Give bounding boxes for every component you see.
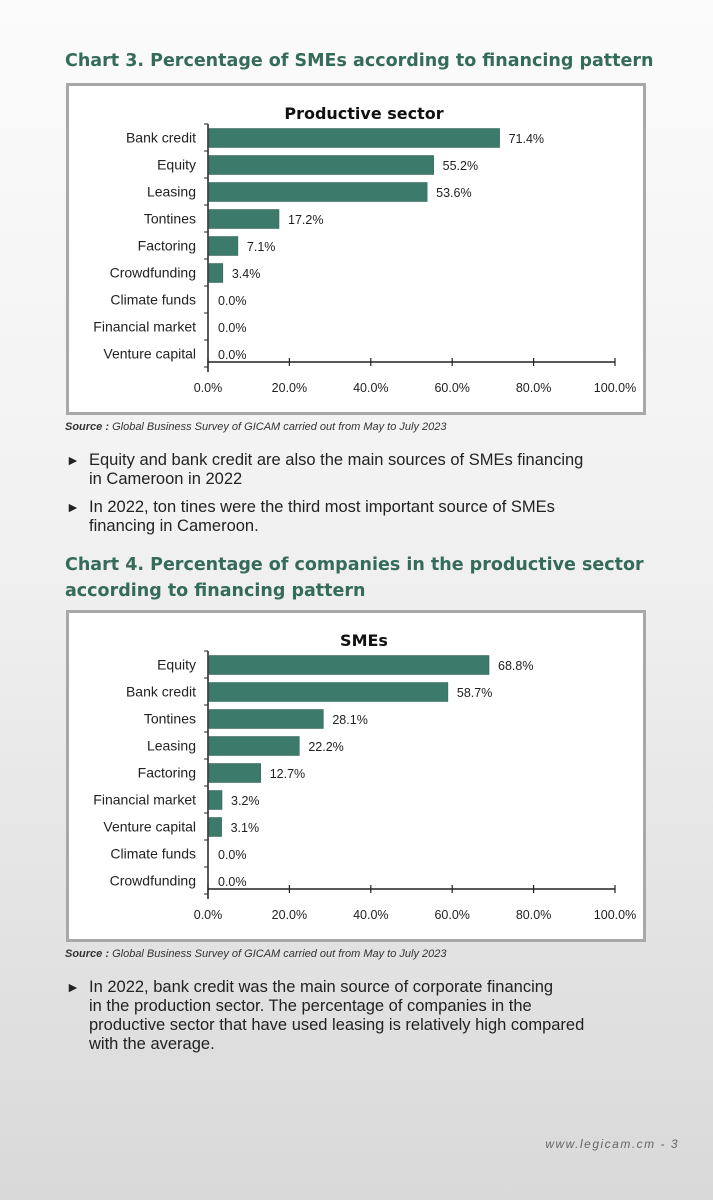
chart3-category-label: Bank credit: [126, 130, 196, 146]
chart4-source-label: Source :: [65, 948, 110, 960]
chart4-bar: [208, 763, 261, 783]
bullet-arrow-icon: ►: [66, 499, 80, 515]
chart3-category-label: Leasing: [147, 184, 196, 200]
chart3-title: Productive sector: [284, 104, 443, 123]
chart3-category-label: Crowdfunding: [110, 265, 196, 281]
chart3-source: Source : Global Business Survey of GICAM…: [65, 421, 447, 433]
bullet-arrow-icon: ►: [66, 979, 80, 995]
chart4-category-label: Climate funds: [110, 846, 196, 862]
chart3-bar: [208, 209, 280, 229]
chart4-data-label: 0.0%: [218, 875, 247, 889]
chart3-data-label: 17.2%: [288, 213, 323, 227]
chart4-data-label: 68.8%: [498, 659, 533, 673]
chart4-x-tick-label: 60.0%: [434, 908, 469, 922]
bullet-3-line-1: In 2022, bank credit was the main source…: [89, 978, 554, 996]
chart4-category-label: Leasing: [147, 738, 196, 754]
chart3-x-tick-label: 60.0%: [434, 381, 469, 395]
chart4-title: SMEs: [340, 631, 388, 650]
chart3-x-tick-label: 40.0%: [353, 381, 388, 395]
bullet-1-line-1: Equity and bank credit are also the main…: [89, 451, 584, 469]
chart3-heading: Chart 3. Percentage of SMEs according to…: [65, 51, 654, 71]
chart3-bar: [208, 155, 434, 175]
chart4-bar: [208, 736, 300, 756]
chart3-bar: [208, 236, 239, 256]
chart4-category-label: Tontines: [144, 711, 196, 727]
chart3-data-label: 0.0%: [218, 294, 247, 308]
chart3-data-label: 7.1%: [247, 240, 276, 254]
chart4-bar: [208, 655, 490, 675]
chart3-category-label: Equity: [157, 157, 196, 173]
chart4-x-tick-label: 80.0%: [516, 908, 551, 922]
chart3-category-label: Factoring: [138, 238, 196, 254]
chart4-source-text: Global Business Survey of GICAM carried …: [112, 948, 447, 960]
chart4-data-label: 0.0%: [218, 848, 247, 862]
page-footer: www.legicam.cm - 3: [545, 1137, 679, 1151]
chart3-category-label: Financial market: [93, 319, 196, 335]
chart3-x-tick-label: 100.0%: [594, 381, 636, 395]
chart3-data-label: 3.4%: [232, 267, 261, 281]
bullet-arrow-icon: ►: [66, 452, 80, 468]
chart4-bar: [208, 709, 324, 729]
chart4-heading-line-2: according to financing pattern: [65, 581, 366, 601]
chart4-category-label: Financial market: [93, 792, 196, 808]
chart4-category-label: Equity: [157, 657, 196, 673]
chart3-bar: [208, 128, 500, 148]
chart4-category-label: Factoring: [138, 765, 196, 781]
chart3-category-label: Climate funds: [110, 292, 196, 308]
bullet-1: ► Equity and bank credit are also the ma…: [66, 451, 646, 489]
chart4-data-label: 3.2%: [231, 794, 259, 808]
chart3-x-tick-label: 20.0%: [272, 381, 307, 395]
chart4-bar: [208, 682, 449, 702]
chart4-category-label: Venture capital: [103, 819, 196, 835]
chart3-data-label: 0.0%: [218, 321, 247, 335]
chart3-data-label: 71.4%: [509, 132, 544, 146]
chart3-x-tick-label: 0.0%: [194, 381, 223, 395]
bullet-3-line-4: with the average.: [89, 1035, 215, 1053]
chart3-svg: Productive sector 0.0% 20.0% 40.0% 60.0% 80.0…: [93, 104, 636, 395]
chart3-bar: [208, 182, 428, 202]
chart4-frame: SMEs 0.0% 20.0% 40.0% 60.0% 80.0% 100.0% Equity…: [66, 610, 646, 942]
chart4-heading: Chart 4. Percentage of companies in the …: [65, 552, 644, 604]
chart4-bar: [208, 790, 223, 810]
chart3-bar: [208, 263, 224, 283]
chart3-category-label: Venture capital: [103, 346, 196, 362]
chart3-data-label: 0.0%: [218, 348, 247, 362]
chart4-x-tick-label: 40.0%: [353, 908, 388, 922]
chart4-x-tick-label: 20.0%: [272, 908, 307, 922]
bullet-3: ► In 2022, bank credit was the main sour…: [66, 978, 646, 1054]
bullet-2: ► In 2022, ton tines were the third most…: [66, 498, 646, 536]
bullet-2-line-2: financing in Cameroon.: [89, 517, 259, 535]
chart4-category-label: Bank credit: [126, 684, 196, 700]
chart3-source-text: Global Business Survey of GICAM carried …: [112, 421, 447, 433]
chart4-heading-line-1: Chart 4. Percentage of companies in the …: [65, 555, 644, 575]
chart3-data-label: 53.6%: [436, 186, 471, 200]
chart4-bar: [208, 817, 222, 837]
bullet-3-line-2: in the production sector. The percentage…: [89, 997, 532, 1015]
chart4-data-label: 58.7%: [457, 686, 492, 700]
bullet-2-line-1: In 2022, ton tines were the third most i…: [89, 498, 555, 516]
chart4-source: Source : Global Business Survey of GICAM…: [65, 948, 447, 960]
chart4-data-label: 3.1%: [231, 821, 260, 835]
chart4-x-tick-label: 100.0%: [594, 908, 636, 922]
chart3-source-label: Source :: [65, 421, 110, 433]
chart4-x-tick-label: 0.0%: [194, 908, 223, 922]
bullet-1-line-2: in Cameroon in 2022: [89, 470, 243, 488]
chart4-data-label: 12.7%: [270, 767, 305, 781]
chart4-svg: SMEs 0.0% 20.0% 40.0% 60.0% 80.0% 100.0% Equity…: [93, 631, 636, 922]
chart3-x-tick-label: 80.0%: [516, 381, 551, 395]
chart3-data-label: 55.2%: [443, 159, 478, 173]
chart4-category-label: Crowdfunding: [110, 873, 196, 889]
chart4-data-label: 22.2%: [308, 740, 343, 754]
bullet-3-line-3: productive sector that have used leasing…: [89, 1016, 585, 1034]
chart3-category-label: Tontines: [144, 211, 196, 227]
chart4-data-label: 28.1%: [332, 713, 367, 727]
chart3-frame: Productive sector 0.0% 20.0% 40.0% 60.0% 80.0…: [66, 83, 646, 415]
